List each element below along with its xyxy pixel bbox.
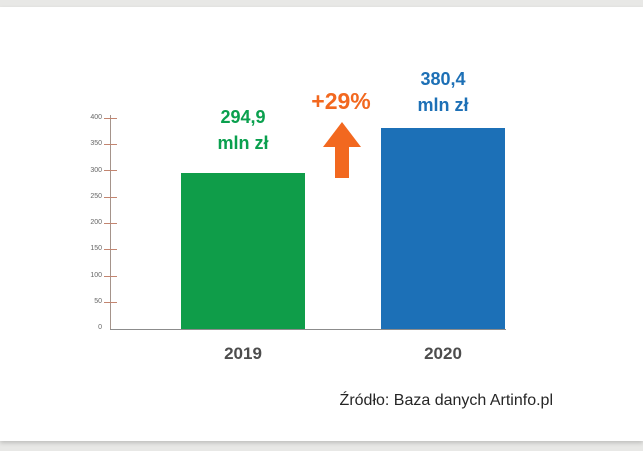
y-tick-label: 100 (90, 272, 102, 279)
y-tick-label: 250 (90, 193, 102, 200)
y-axis-line (110, 115, 111, 329)
y-tick-mark (104, 223, 117, 224)
source-caption: Źródło: Baza danych Artinfo.pl (339, 392, 553, 409)
value-label-2020: 380,4 mln zł (381, 66, 505, 118)
y-tick-mark (104, 276, 117, 277)
y-tick-mark (104, 170, 117, 171)
value-label-2019: 294,9 mln zł (181, 104, 305, 156)
up-arrow-stem (335, 146, 349, 178)
category-label-2020: 2020 (424, 344, 462, 363)
y-tick-label: 150 (90, 245, 102, 252)
y-tick-label: 50 (94, 298, 102, 305)
y-tick-mark (104, 302, 117, 303)
up-arrow-head (323, 122, 361, 147)
unit-2019: mln zł (217, 133, 269, 153)
growth-percent-label: +29% (311, 88, 371, 114)
y-tick-mark (104, 197, 117, 198)
value-2020: 380,4 (420, 69, 466, 89)
y-tick-label: 300 (90, 167, 102, 174)
up-arrow-icon (323, 122, 361, 178)
category-label-2019: 2019 (224, 344, 262, 363)
x-axis-line (110, 329, 506, 330)
bar-2020 (381, 128, 505, 329)
y-tick-label: 0 (98, 324, 102, 331)
value-2019: 294,9 (220, 107, 266, 127)
y-tick-mark (104, 118, 117, 119)
chart-card (0, 7, 643, 441)
y-tick-mark (104, 249, 117, 250)
y-tick-label: 350 (90, 140, 102, 147)
bar-2019 (181, 173, 305, 329)
y-tick-mark (104, 144, 117, 145)
unit-2020: mln zł (417, 95, 469, 115)
y-tick-label: 200 (90, 219, 102, 226)
y-tick-label: 400 (90, 114, 102, 121)
